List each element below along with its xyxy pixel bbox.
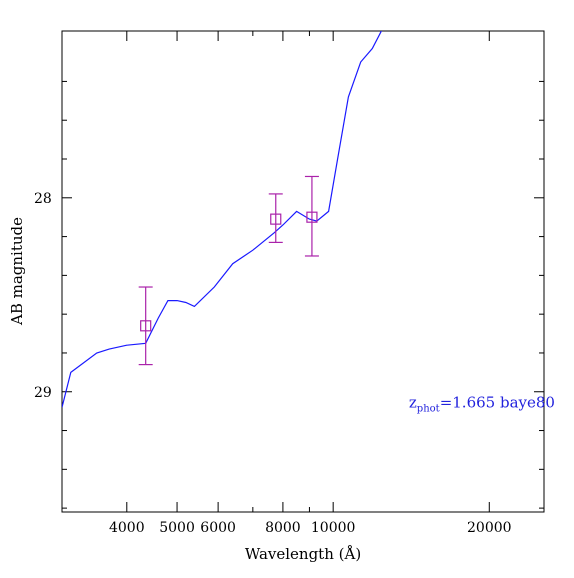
points-layer (138, 175, 319, 366)
annotation-rest: =1.665 baye80 (440, 393, 555, 411)
redshift-annotation: zphot=1.665 baye80 (409, 393, 555, 414)
data-point-marker (306, 211, 318, 223)
x-tick-label: 5000 (159, 520, 195, 536)
x-tick-label: 10000 (311, 520, 356, 536)
ticks-layer: 4000 5000 6000 8000 10000 20000 28 29 (34, 31, 544, 536)
data-point-marker (270, 213, 282, 225)
x-tick-label: 8000 (265, 520, 301, 536)
annotation-subscript: phot (417, 403, 440, 414)
plot-frame (61, 30, 545, 513)
x-tick-label: 6000 (200, 520, 236, 536)
series-layer (62, 31, 383, 408)
x-tick-label: 4000 (109, 520, 145, 536)
data-point-marker (140, 320, 152, 332)
y-tick-label: 28 (34, 191, 52, 207)
template-spectrum-line (62, 31, 383, 408)
x-tick-label: 20000 (467, 520, 512, 536)
x-axis-label: Wavelength (Å) (245, 545, 361, 563)
y-tick-label: 29 (34, 385, 52, 401)
y-axis-label: AB magnitude (8, 217, 26, 326)
annotation-main: z (409, 393, 417, 411)
